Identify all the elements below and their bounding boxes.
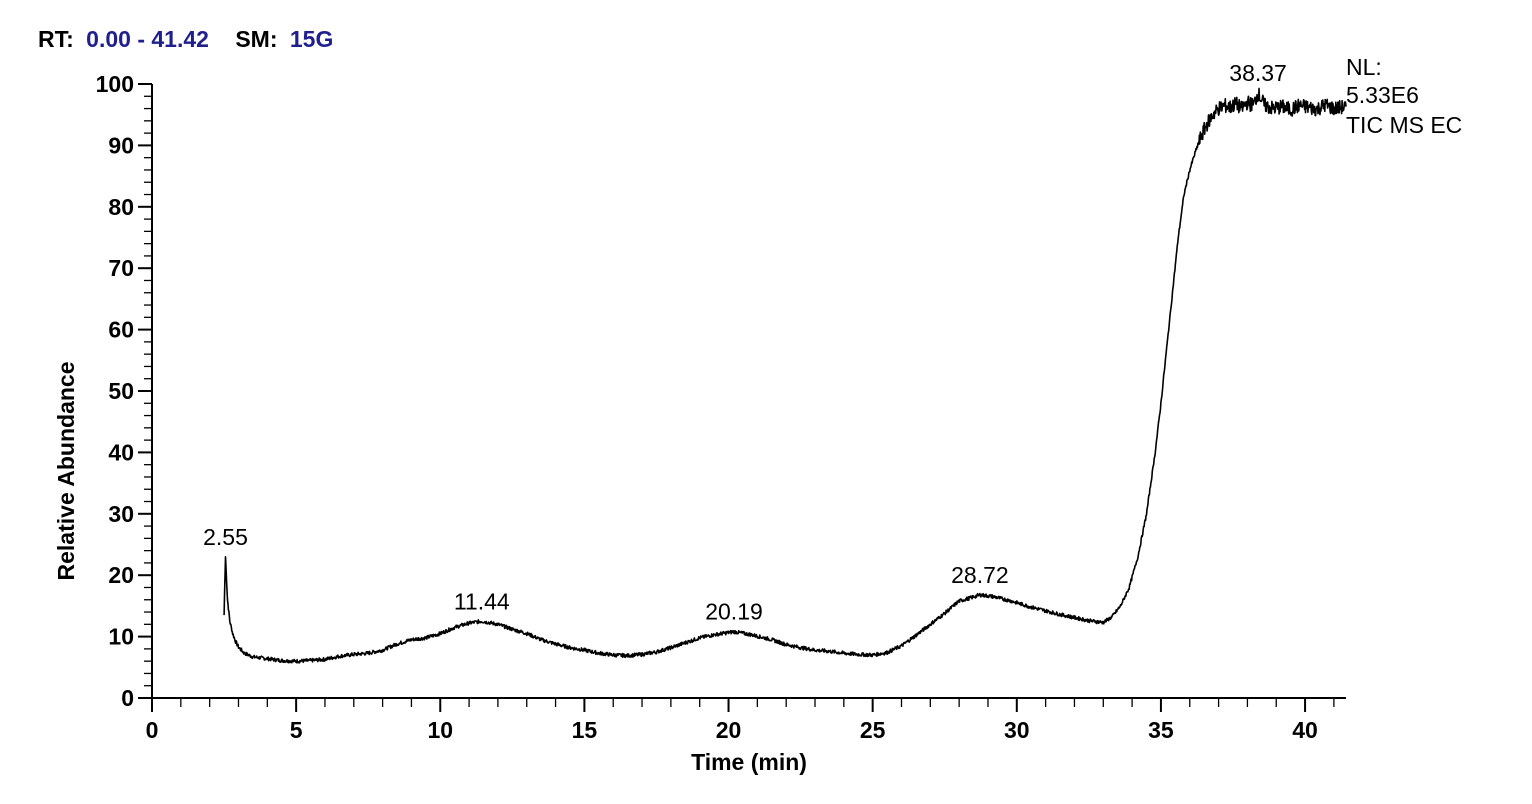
y-ticks: 0 10 20 30 40 50 60 70 80 90 100 — [96, 71, 152, 711]
x-tick-label: 10 — [427, 717, 453, 743]
rt-label: RT: — [38, 26, 74, 52]
y-tick-label: 60 — [108, 317, 134, 343]
header-rt: RT: 0.00 - 41.42 SM: 15G — [38, 26, 333, 52]
x-tick-label: 35 — [1148, 717, 1174, 743]
sm-label: SM: — [235, 26, 277, 52]
rt-value: 0.00 - 41.42 — [86, 26, 209, 52]
x-tick-label: 0 — [146, 717, 159, 743]
y-axis-title: Relative Abundance — [53, 362, 79, 581]
y-tick-label: 30 — [108, 501, 134, 527]
nl-scan-type: TIC MS EC — [1346, 112, 1462, 138]
x-tick-label: 25 — [860, 717, 886, 743]
y-tick-label: 0 — [121, 685, 134, 711]
y-tick-label: 20 — [108, 562, 134, 588]
nl-label: NL: — [1346, 54, 1382, 80]
peak-labels: 2.55 11.44 20.19 28.72 38.37 — [203, 60, 1287, 624]
x-axis-title: Time (min) — [691, 749, 807, 775]
x-tick-label: 20 — [716, 717, 742, 743]
x-ticks: 0 5 10 15 20 25 30 35 40 — [146, 698, 1335, 743]
x-tick-label: 40 — [1292, 717, 1318, 743]
peak-label: 2.55 — [203, 524, 248, 550]
y-tick-label: 50 — [108, 378, 134, 404]
tic-trace-line — [223, 87, 1347, 664]
x-tick-label: 15 — [572, 717, 598, 743]
peak-label: 38.37 — [1229, 60, 1287, 86]
y-tick-label: 90 — [108, 132, 134, 158]
peak-label: 11.44 — [454, 588, 510, 614]
nl-value: 5.33E6 — [1346, 82, 1419, 108]
y-tick-label: 70 — [108, 255, 134, 281]
axes: 0 10 20 30 40 50 60 70 80 90 100 0 5 10 15 20 25 30 35 40 — [96, 71, 1346, 743]
y-tick-label: 10 — [108, 624, 134, 650]
y-tick-label: 100 — [96, 71, 134, 97]
peak-label: 28.72 — [951, 562, 1009, 588]
sm-value: 15G — [290, 26, 333, 52]
peak-label: 20.19 — [705, 599, 763, 625]
x-tick-label: 30 — [1004, 717, 1030, 743]
x-tick-label: 5 — [290, 717, 303, 743]
y-tick-label: 80 — [108, 194, 134, 220]
y-tick-label: 40 — [108, 439, 134, 465]
